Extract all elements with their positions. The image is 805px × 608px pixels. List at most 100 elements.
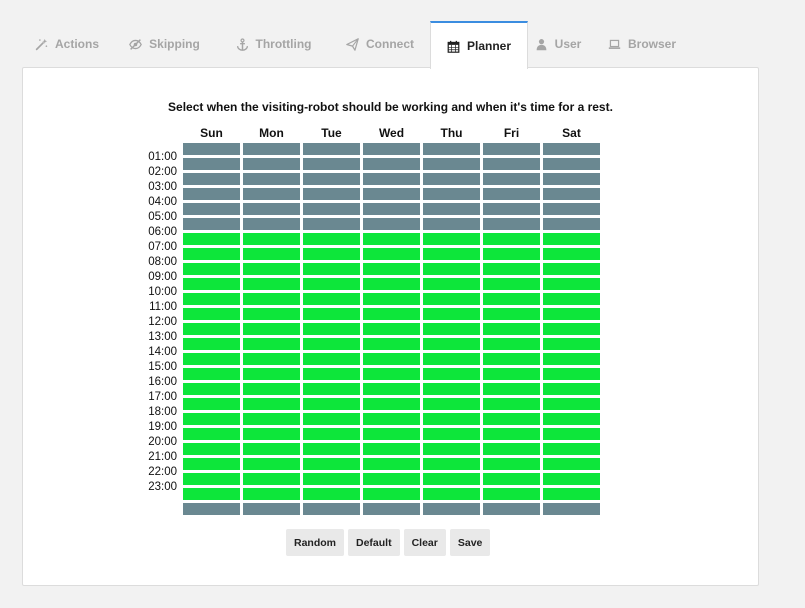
schedule-cell[interactable] [423,473,480,485]
schedule-cell[interactable] [303,233,360,245]
schedule-cell[interactable] [543,503,600,515]
schedule-cell[interactable] [183,338,240,350]
tab-browser[interactable]: Browser [588,21,696,67]
tab-skipping[interactable]: Skipping [112,21,217,67]
schedule-cell[interactable] [183,308,240,320]
schedule-cell[interactable] [183,323,240,335]
schedule-cell[interactable] [363,293,420,305]
schedule-cell[interactable] [363,353,420,365]
schedule-cell[interactable] [183,158,240,170]
schedule-cell[interactable] [243,233,300,245]
schedule-cell[interactable] [363,278,420,290]
schedule-cell[interactable] [543,188,600,200]
schedule-cell[interactable] [243,428,300,440]
tab-planner[interactable]: Planner [430,21,528,69]
schedule-cell[interactable] [483,398,540,410]
schedule-cell[interactable] [183,413,240,425]
schedule-cell[interactable] [303,398,360,410]
schedule-cell[interactable] [363,188,420,200]
schedule-cell[interactable] [363,218,420,230]
schedule-cell[interactable] [363,398,420,410]
schedule-cell[interactable] [363,308,420,320]
schedule-cell[interactable] [543,308,600,320]
schedule-cell[interactable] [483,383,540,395]
schedule-cell[interactable] [183,263,240,275]
schedule-cell[interactable] [423,158,480,170]
schedule-cell[interactable] [363,173,420,185]
schedule-cell[interactable] [183,278,240,290]
schedule-cell[interactable] [423,188,480,200]
schedule-cell[interactable] [483,413,540,425]
schedule-cell[interactable] [483,188,540,200]
schedule-cell[interactable] [303,143,360,155]
schedule-cell[interactable] [363,503,420,515]
schedule-cell[interactable] [183,443,240,455]
schedule-cell[interactable] [243,458,300,470]
schedule-cell[interactable] [543,338,600,350]
schedule-cell[interactable] [243,173,300,185]
schedule-cell[interactable] [243,203,300,215]
schedule-cell[interactable] [423,233,480,245]
schedule-cell[interactable] [183,458,240,470]
schedule-cell[interactable] [183,473,240,485]
schedule-cell[interactable] [243,323,300,335]
schedule-cell[interactable] [183,248,240,260]
schedule-cell[interactable] [543,248,600,260]
schedule-cell[interactable] [303,278,360,290]
schedule-cell[interactable] [243,383,300,395]
schedule-cell[interactable] [243,473,300,485]
schedule-cell[interactable] [303,158,360,170]
schedule-cell[interactable] [303,173,360,185]
schedule-cell[interactable] [363,443,420,455]
schedule-cell[interactable] [183,503,240,515]
schedule-cell[interactable] [423,398,480,410]
schedule-cell[interactable] [483,293,540,305]
schedule-cell[interactable] [423,413,480,425]
schedule-cell[interactable] [483,338,540,350]
schedule-cell[interactable] [423,458,480,470]
schedule-cell[interactable] [183,188,240,200]
schedule-cell[interactable] [243,263,300,275]
schedule-cell[interactable] [423,353,480,365]
schedule-cell[interactable] [423,173,480,185]
schedule-cell[interactable] [303,263,360,275]
schedule-cell[interactable] [303,503,360,515]
schedule-cell[interactable] [303,203,360,215]
schedule-cell[interactable] [543,293,600,305]
schedule-cell[interactable] [483,428,540,440]
schedule-cell[interactable] [363,338,420,350]
schedule-cell[interactable] [423,218,480,230]
schedule-cell[interactable] [483,443,540,455]
schedule-cell[interactable] [423,278,480,290]
schedule-cell[interactable] [363,368,420,380]
tab-user[interactable]: User [528,21,588,67]
schedule-cell[interactable] [363,473,420,485]
schedule-cell[interactable] [363,143,420,155]
schedule-cell[interactable] [243,398,300,410]
schedule-cell[interactable] [483,308,540,320]
schedule-cell[interactable] [183,488,240,500]
schedule-cell[interactable] [483,473,540,485]
schedule-cell[interactable] [483,368,540,380]
clear-button[interactable]: Clear [403,529,446,556]
schedule-cell[interactable] [303,338,360,350]
schedule-cell[interactable] [183,383,240,395]
schedule-cell[interactable] [543,398,600,410]
schedule-cell[interactable] [363,413,420,425]
schedule-cell[interactable] [363,233,420,245]
schedule-cell[interactable] [243,503,300,515]
schedule-cell[interactable] [363,203,420,215]
schedule-cell[interactable] [303,218,360,230]
schedule-cell[interactable] [183,233,240,245]
schedule-cell[interactable] [423,443,480,455]
schedule-cell[interactable] [243,293,300,305]
schedule-cell[interactable] [303,368,360,380]
schedule-cell[interactable] [423,338,480,350]
schedule-cell[interactable] [303,353,360,365]
schedule-cell[interactable] [183,398,240,410]
schedule-cell[interactable] [303,383,360,395]
schedule-cell[interactable] [183,353,240,365]
random-button[interactable]: Random [286,529,344,556]
schedule-cell[interactable] [483,353,540,365]
schedule-cell[interactable] [303,248,360,260]
